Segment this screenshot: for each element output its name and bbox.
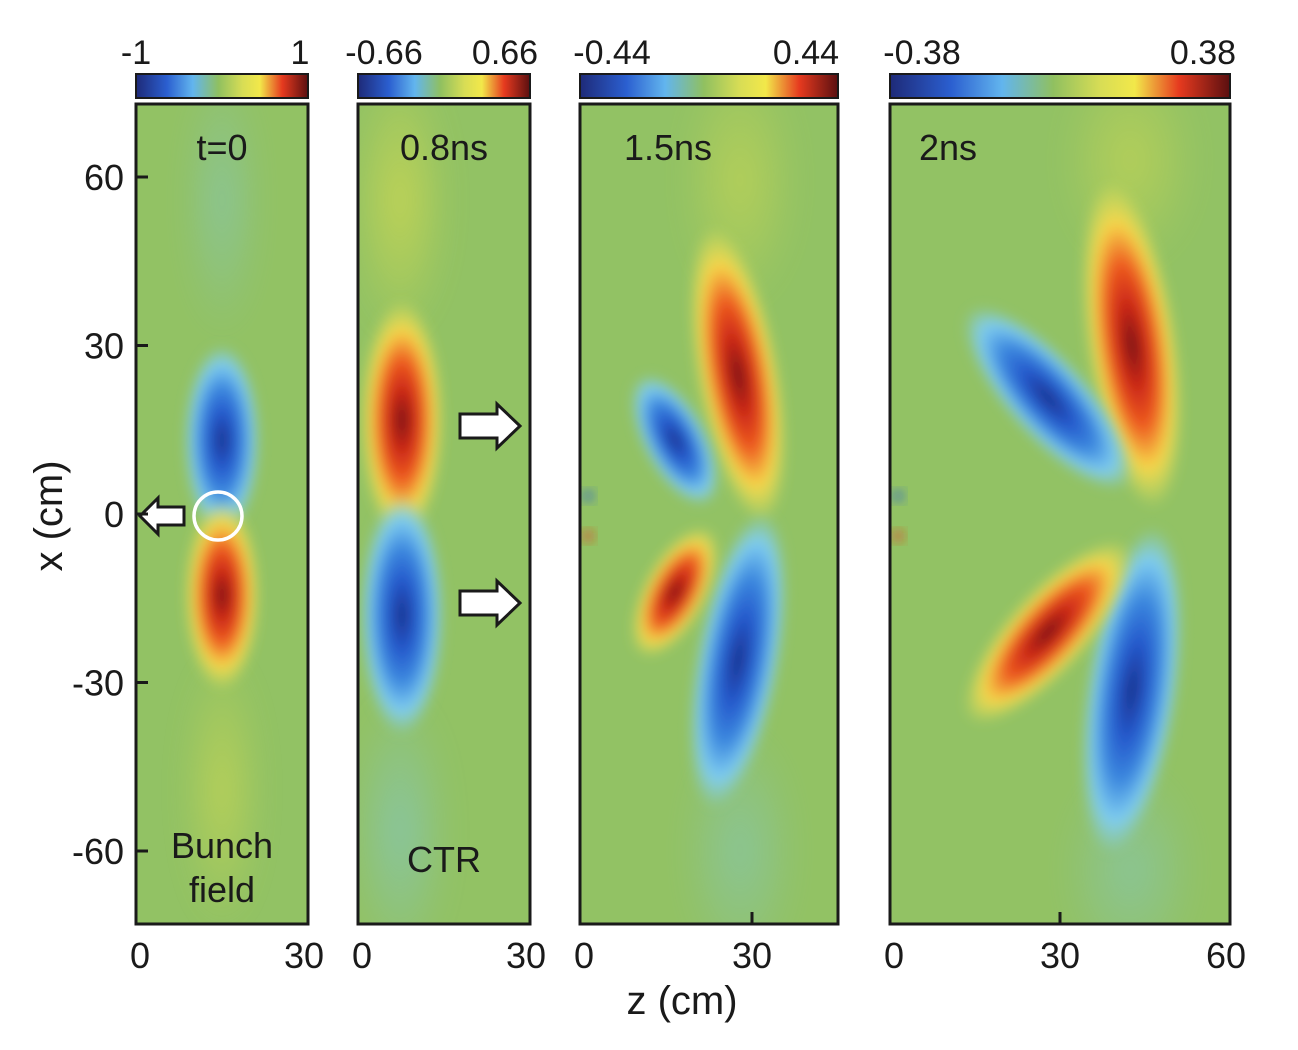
colorbar-t0-strip — [135, 73, 309, 99]
colorbar-2ns-strip — [889, 73, 1231, 99]
panel-t0: -1 1 t=0 Bunch field 60 30 0 -30 -60 0 30 — [72, 34, 324, 976]
heatmap-0.8ns: 0.8ns CTR — [358, 104, 530, 924]
x-tick-label: 0 — [884, 935, 904, 976]
x-axis-title: z (cm) — [626, 979, 737, 1023]
x-axis-2ns: 0 30 60 — [884, 912, 1246, 976]
colorbar-t0: -1 1 — [121, 34, 310, 99]
colorbar-0.8ns-max: 0.66 — [472, 34, 538, 72]
bunch-field-label-2: field — [189, 869, 255, 910]
colorbar-1.5ns-strip — [579, 73, 839, 99]
x-axis-0.8ns: 0 30 — [352, 912, 546, 976]
2ns-negative-lobe-side — [963, 306, 1133, 490]
1.5ns-negative-lobe-main — [689, 512, 787, 808]
x-tick-label: 0 — [130, 935, 150, 976]
frame-1.5ns — [578, 102, 840, 926]
y-tick-label: -60 — [72, 831, 124, 872]
time-label-2ns: 2ns — [919, 127, 977, 168]
heatmap-1.5ns: 1.5ns — [580, 104, 838, 924]
colorbar-1.5ns: -0.44 0.44 — [573, 34, 839, 99]
frame-0.8ns — [356, 102, 532, 926]
y-tick-label: 60 — [84, 157, 124, 198]
panel-2ns: -0.38 0.38 2ns 0 30 60 — [883, 34, 1246, 976]
y-axis-title: x (cm) — [27, 460, 71, 571]
ctr-negative-lobe — [360, 495, 444, 735]
colorbar-1.5ns-max: 0.44 — [773, 34, 839, 72]
time-label-1.5ns: 1.5ns — [624, 127, 712, 168]
heatmap-2ns: 2ns — [890, 104, 1230, 924]
x-axis-t0: 0 30 — [130, 912, 324, 976]
x-tick-label: 0 — [574, 935, 594, 976]
x-tick-label: 0 — [352, 935, 372, 976]
colorbar-2ns: -0.38 0.38 — [883, 34, 1236, 99]
y-tick-label: 0 — [104, 494, 124, 535]
colorbar-t0-min: -1 — [121, 34, 151, 72]
x-tick-label: 30 — [1040, 935, 1080, 976]
x-tick-label: 30 — [506, 935, 546, 976]
colorbar-0.8ns-strip — [357, 73, 531, 99]
ctr-label: CTR — [407, 839, 481, 880]
ctr-positive-lobe — [360, 300, 444, 540]
bunch-arrow-left — [137, 494, 186, 538]
y-axis: 60 30 0 -30 -60 — [72, 157, 148, 872]
y-tick-label: 30 — [84, 326, 124, 367]
panel-0.8ns: -0.66 0.66 0.8ns CTR 0 30 — [345, 34, 546, 976]
panel-1.5ns: -0.44 0.44 1.5ns 0 30 — [573, 34, 840, 976]
1.5ns-positive-lobe-side — [630, 526, 720, 658]
1.5ns-negative-lobe-side — [630, 374, 720, 506]
colorbar-2ns-min: -0.38 — [883, 34, 961, 72]
time-label-t0: t=0 — [196, 127, 247, 168]
colorbar-0.8ns-min: -0.66 — [345, 34, 423, 72]
colorbar-t0-max: 1 — [291, 34, 310, 72]
colorbar-1.5ns-min: -0.44 — [573, 34, 651, 72]
bunch-field-label-1: Bunch — [171, 825, 273, 866]
x-tick-label: 60 — [1206, 935, 1246, 976]
1.5ns-positive-lobe-main — [689, 227, 787, 523]
2ns-positive-lobe-side — [963, 540, 1133, 724]
bunch-circle — [192, 490, 244, 542]
x-axis-1.5ns: 0 30 — [574, 912, 772, 976]
t0-negative-lobe — [184, 345, 260, 535]
t0-positive-lobe — [184, 500, 260, 690]
y-tick-label: -30 — [72, 662, 124, 703]
heatmap-t0: t=0 Bunch field — [136, 104, 308, 924]
ctr-arrow-lower — [458, 577, 523, 629]
colorbar-2ns-max: 0.38 — [1170, 34, 1236, 72]
colorbar-0.8ns: -0.66 0.66 — [345, 34, 538, 99]
time-label-0.8ns: 0.8ns — [400, 127, 488, 168]
x-tick-label: 30 — [732, 935, 772, 976]
x-tick-label: 30 — [284, 935, 324, 976]
ctr-arrow-upper — [458, 400, 523, 452]
